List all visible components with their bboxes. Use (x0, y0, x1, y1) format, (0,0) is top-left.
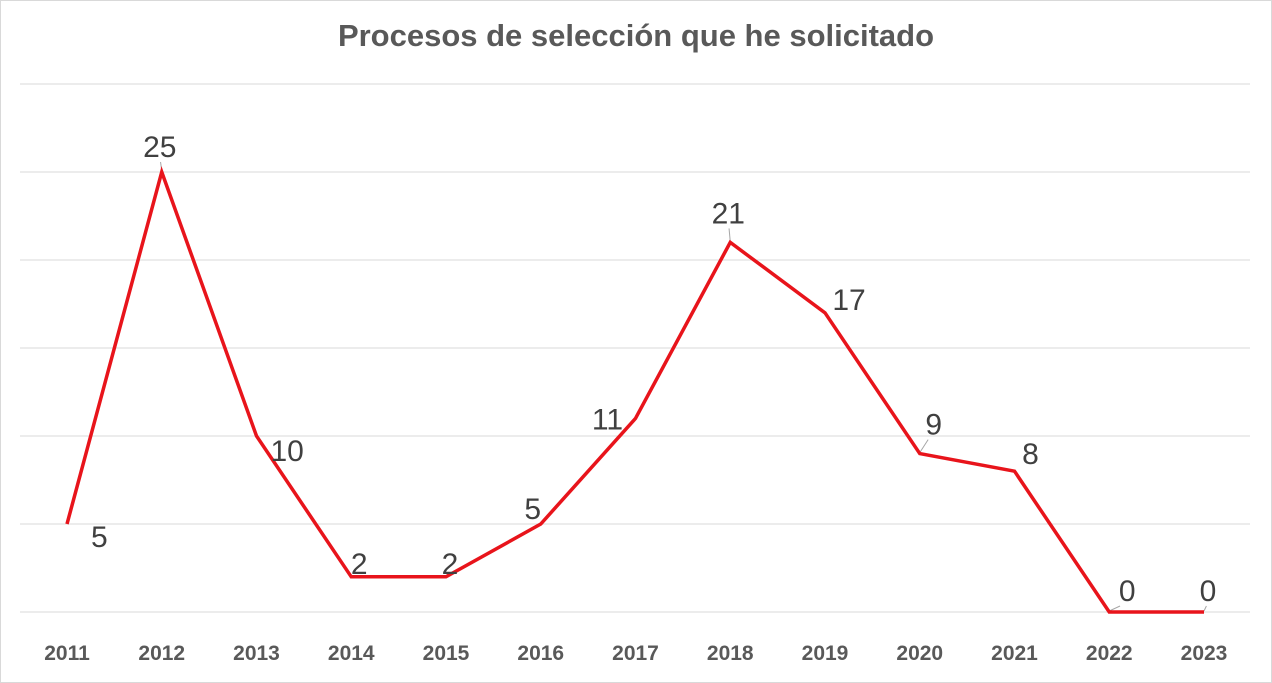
x-tick-label: 2017 (612, 642, 659, 665)
chart-title: Procesos de selección que he solicitado (337, 18, 935, 53)
x-axis-tick-labels: 2011 2012 2013 2014 2015 2016 2017 2018 2019 2020… (44, 642, 1227, 665)
data-label: 5 (91, 521, 108, 554)
label-leader-line (919, 439, 929, 453)
data-label: 10 (271, 435, 304, 468)
data-label: 17 (832, 284, 865, 317)
series-line (65, 166, 1204, 614)
data-label: 0 (1200, 575, 1217, 608)
data-label: 21 (712, 197, 745, 230)
x-tick-label: 2020 (896, 642, 943, 665)
label-leader-line (1203, 605, 1207, 612)
x-tick-label: 2023 (1181, 642, 1228, 665)
x-tick-label: 2022 (1086, 642, 1133, 665)
data-label: 9 (925, 409, 942, 442)
x-tick-label: 2013 (233, 642, 280, 665)
data-label: 0 (1119, 575, 1136, 608)
data-label: 8 (1022, 438, 1039, 471)
data-label: 2 (442, 548, 459, 581)
gridlines (20, 83, 1250, 613)
data-label: 5 (524, 493, 541, 526)
data-label: 2 (351, 548, 368, 581)
label-leader-line (1109, 605, 1121, 612)
data-label: 25 (143, 131, 176, 164)
data-label: 11 (592, 403, 623, 436)
x-tick-label: 2014 (328, 642, 375, 665)
x-tick-label: 2021 (991, 642, 1038, 665)
x-tick-label: 2019 (802, 642, 849, 665)
label-leader-line (728, 228, 731, 242)
x-tick-label: 2015 (423, 642, 470, 665)
x-tick-label: 2011 (44, 642, 90, 665)
x-tick-label: 2016 (517, 642, 564, 665)
x-tick-label: 2018 (707, 642, 754, 665)
x-tick-label: 2012 (138, 642, 185, 665)
label-leader-lines (160, 161, 1207, 612)
